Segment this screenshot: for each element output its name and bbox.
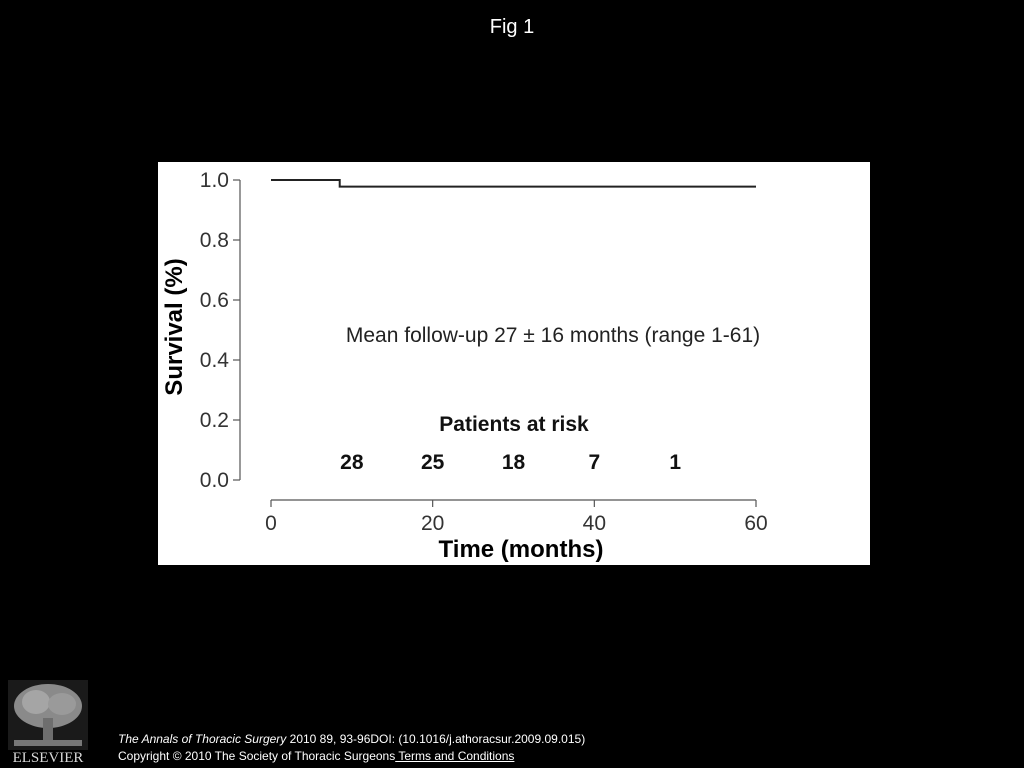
follow-up-annotation: Mean follow-up 27 ± 16 months (range 1-6… (346, 324, 760, 347)
x-tick-label: 20 (421, 512, 444, 535)
patients-at-risk-value: 18 (502, 451, 526, 474)
patients-at-risk-value: 7 (588, 451, 600, 474)
patients-at-risk-value: 25 (421, 451, 445, 474)
journal-name: The Annals of Thoracic Surgery (118, 732, 287, 746)
terms-and-conditions-link[interactable]: Terms and Conditions (395, 749, 515, 763)
x-tick-label: 0 (265, 512, 277, 535)
series-layer (271, 179, 756, 188)
x-tick-label: 40 (583, 512, 606, 535)
patients-at-risk-value: 28 (340, 451, 364, 474)
survival-chart: 0.0 0.2 0.4 0.6 0.8 1.0 0 20 40 60 Survival (%) T… (158, 162, 870, 565)
text-layer: Survival (%) Time (months) Mean follow-u… (161, 258, 760, 563)
survival-curve (271, 179, 756, 188)
chart-canvas: 0.0 0.2 0.4 0.6 0.8 1.0 0 20 40 60 Survival (%) T… (161, 169, 768, 563)
citation-details: 2010 89, 93-96DOI: (10.1016/j.athoracsur… (286, 732, 586, 746)
y-tick-label: 0.4 (200, 349, 230, 372)
copyright-line: Copyright © 2010 The Society of Thoracic… (118, 749, 514, 763)
y-tick-label: 0.8 (200, 229, 229, 252)
patients-at-risk-heading: Patients at risk (439, 413, 589, 436)
y-tick-label: 1.0 (200, 169, 229, 192)
x-axis-label: Time (months) (439, 536, 604, 563)
axes: 0.0 0.2 0.4 0.6 0.8 1.0 0 20 40 60 (200, 169, 768, 535)
x-tick-label: 60 (744, 512, 767, 535)
copyright-text: Copyright © 2010 The Society of Thoracic… (118, 749, 396, 763)
y-tick-label: 0.0 (200, 469, 229, 492)
y-tick-label: 0.2 (200, 409, 229, 432)
elsevier-logo: ELSEVIER (8, 680, 88, 766)
slide-title: Fig 1 (489, 16, 535, 38)
citation-line: The Annals of Thoracic Surgery 2010 89, … (118, 732, 585, 746)
patients-at-risk-value: 1 (669, 451, 681, 474)
logo-wordmark: ELSEVIER (12, 750, 84, 766)
tree-icon (8, 680, 88, 750)
y-tick-label: 0.6 (200, 289, 229, 312)
y-axis-label: Survival (%) (161, 258, 188, 395)
